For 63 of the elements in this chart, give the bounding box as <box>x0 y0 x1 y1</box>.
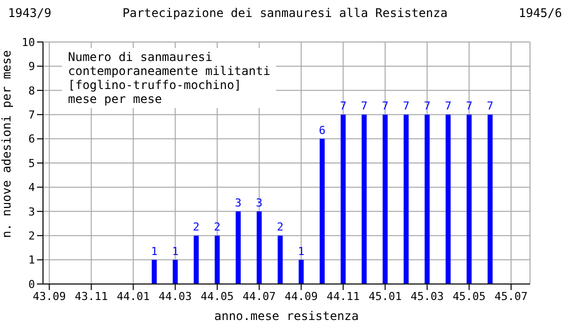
x-tick-label: 45.07 <box>494 290 528 303</box>
data-label: 3 <box>234 196 242 210</box>
bar <box>172 260 178 284</box>
bar <box>256 211 262 284</box>
data-label: 7 <box>444 100 452 113</box>
y-tick-label: 8 <box>28 84 35 98</box>
y-tick-label: 2 <box>28 230 35 243</box>
x-tick-label: 44.05 <box>200 290 234 303</box>
bar <box>152 260 157 284</box>
x-tick-label: 45.01 <box>368 290 402 303</box>
annotation: Numero di sanmauresi contemporaneamente militanti [foglino-truffo-mochino] mese per mese <box>62 48 276 108</box>
x-tick-label: 44.11 <box>326 290 360 303</box>
bar <box>424 114 430 284</box>
y-axis-title: n. nuove adesioni per mese <box>0 50 14 238</box>
bar <box>214 236 220 284</box>
x-tick-label: 45.03 <box>410 290 444 303</box>
y-tick-label: 3 <box>28 205 35 218</box>
data-label: 6 <box>318 124 326 137</box>
data-label: 7 <box>424 100 430 113</box>
x-tick-label: 44.07 <box>242 290 276 303</box>
data-label: 1 <box>298 244 305 258</box>
data-label: 2 <box>276 220 284 234</box>
y-tick-label: 1 <box>28 254 35 267</box>
data-label: 7 <box>340 100 346 113</box>
data-label: 7 <box>486 100 494 113</box>
bar <box>278 236 283 284</box>
bar <box>362 114 367 284</box>
data-label: 2 <box>192 220 200 234</box>
data-label: 3 <box>256 196 263 210</box>
y-tick-label: 6 <box>28 132 35 146</box>
chart-title: Partecipazione dei sanmauresi alla Resistenza <box>122 6 448 20</box>
y-tick-label: 5 <box>28 156 35 170</box>
data-label: 1 <box>172 244 179 258</box>
bar <box>446 114 451 284</box>
x-tick-label: 43.09 <box>32 290 66 303</box>
text: 1943/9 <box>8 6 52 20</box>
bar <box>320 138 325 284</box>
data-label: 7 <box>466 100 472 113</box>
text: 1945/6 <box>518 6 562 20</box>
bar <box>194 236 199 284</box>
x-tick-label: 44.03 <box>158 290 192 303</box>
x-axis-title: anno.mese resistenza <box>214 309 359 323</box>
y-tick-label: 10 <box>22 36 35 49</box>
data-label: 7 <box>360 100 368 113</box>
x-tick-label: 45.05 <box>452 290 486 303</box>
data-label: 2 <box>214 220 221 234</box>
bar <box>466 114 472 284</box>
bar <box>236 211 241 284</box>
y-tick-label: 4 <box>28 181 36 194</box>
x-tick-label: 44.01 <box>116 290 150 303</box>
bar <box>404 114 409 284</box>
x-tick-label: 44.09 <box>284 290 318 303</box>
bar <box>340 114 346 284</box>
bar <box>488 114 493 284</box>
y-tick-label: 7 <box>28 108 35 122</box>
data-label: 7 <box>402 100 410 113</box>
data-label: 7 <box>382 100 388 113</box>
x-tick-label: 43.11 <box>74 290 108 303</box>
y-tick-label: 0 <box>28 278 35 291</box>
data-label: 1 <box>150 244 158 258</box>
bar <box>298 260 304 284</box>
bar <box>382 114 388 284</box>
y-tick-label: 9 <box>28 60 35 74</box>
